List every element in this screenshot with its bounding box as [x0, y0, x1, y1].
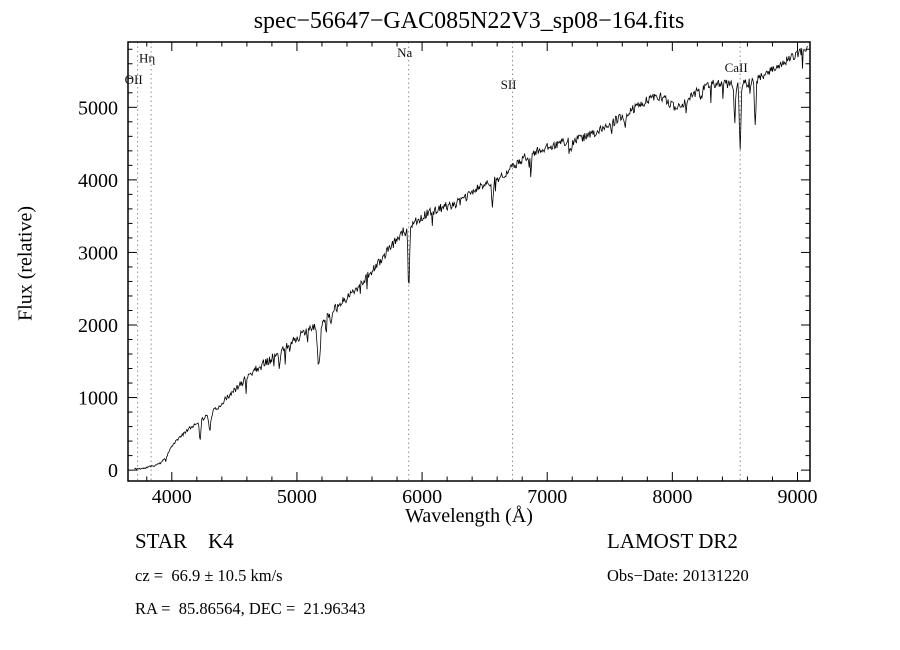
obs-date-text: Obs−Date: 20131220: [607, 566, 749, 585]
svg-text:9000: 9000: [777, 486, 817, 508]
svg-text:1000: 1000: [78, 388, 118, 410]
x-axis-label: Wavelength (Å): [405, 505, 533, 527]
svg-text:7000: 7000: [527, 486, 567, 508]
svg-text:3000: 3000: [78, 242, 118, 264]
svg-text:CaII: CaII: [725, 60, 748, 75]
svg-text:4000: 4000: [78, 170, 118, 192]
survey-text: LAMOST DR2: [607, 529, 738, 553]
svg-text:2000: 2000: [78, 315, 118, 337]
svg-text:SII: SII: [501, 77, 517, 92]
cz-text: cz = 66.9 ± 10.5 km/s: [135, 566, 283, 585]
svg-text:5000: 5000: [277, 486, 317, 508]
radec-text: RA = 85.86564, DEC = 21.96343: [135, 599, 366, 618]
svg-text:6000: 6000: [402, 486, 442, 508]
svg-text:Hη: Hη: [139, 50, 155, 65]
svg-text:OII: OII: [125, 72, 143, 87]
svg-text:5000: 5000: [78, 97, 118, 119]
plot-title: spec−56647−GAC085N22V3_sp08−164.fits: [253, 8, 685, 34]
svg-text:4000: 4000: [152, 486, 192, 508]
svg-text:8000: 8000: [652, 486, 692, 508]
svg-text:0: 0: [108, 460, 118, 482]
svg-text:Na: Na: [397, 45, 412, 60]
classification-text: STAR K4: [135, 529, 234, 553]
